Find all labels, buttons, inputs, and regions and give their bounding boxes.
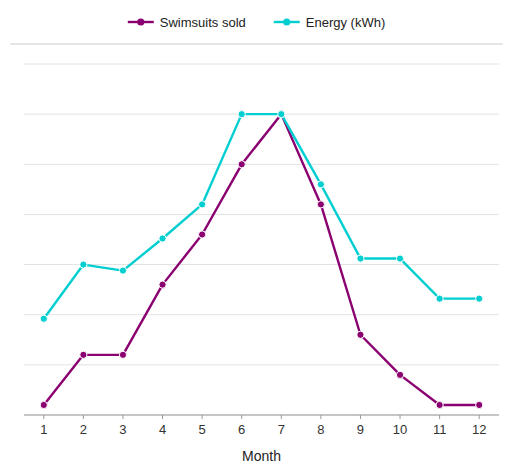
- x-tick: [281, 415, 282, 419]
- point: [159, 281, 166, 288]
- point: [476, 401, 483, 408]
- x-tick-label: 6: [238, 422, 245, 437]
- legend-separator: [10, 44, 502, 45]
- point: [317, 181, 324, 188]
- point: [476, 295, 483, 302]
- point: [238, 111, 245, 118]
- point: [80, 261, 87, 268]
- x-tick: [479, 415, 480, 419]
- point: [238, 161, 245, 168]
- grid-line: [24, 314, 499, 315]
- grid-line: [24, 214, 499, 215]
- legend-label: Energy (kWh): [306, 15, 385, 30]
- x-tick-label: 5: [199, 422, 206, 437]
- x-tick: [83, 415, 84, 419]
- x-tick-label: 10: [393, 422, 407, 437]
- point: [357, 331, 364, 338]
- legend: Swimsuits sold Energy (kWh): [128, 15, 385, 30]
- point: [159, 235, 166, 242]
- x-tick-label: 12: [472, 422, 486, 437]
- point: [317, 201, 324, 208]
- x-tick: [43, 415, 44, 419]
- x-tick-label: 1: [40, 422, 47, 437]
- x-tick-label: 11: [433, 422, 447, 437]
- grid-line: [24, 415, 499, 416]
- point: [278, 111, 285, 118]
- point: [278, 111, 285, 118]
- legend-marker: [137, 18, 144, 25]
- x-tick: [162, 415, 163, 419]
- point: [396, 371, 403, 378]
- grid-line: [24, 64, 499, 65]
- point: [436, 295, 443, 302]
- grid-line: [24, 164, 499, 165]
- x-tick-label: 8: [317, 422, 324, 437]
- point: [199, 201, 206, 208]
- point: [436, 401, 443, 408]
- point: [119, 351, 126, 358]
- grid: [24, 64, 499, 415]
- point: [357, 255, 364, 262]
- x-tick: [320, 415, 321, 419]
- plot-area: [40, 111, 483, 409]
- point: [40, 315, 47, 322]
- x-tick: [439, 415, 440, 419]
- x-tick: [360, 415, 361, 419]
- x-tick-label: 9: [357, 422, 364, 437]
- grid-line: [24, 264, 499, 265]
- series-line: [44, 114, 479, 319]
- x-axis-line: [24, 415, 499, 416]
- x-tick-label: 2: [80, 422, 87, 437]
- legend-marker: [283, 18, 290, 25]
- point: [40, 401, 47, 408]
- x-axis-label: Month: [242, 448, 281, 464]
- point: [199, 231, 206, 238]
- point: [119, 267, 126, 274]
- x-tick: [241, 415, 242, 419]
- x-tick-label: 3: [119, 422, 126, 437]
- x-tick-label: 4: [159, 422, 166, 437]
- point: [80, 351, 87, 358]
- point: [396, 255, 403, 262]
- series-line: [44, 114, 479, 405]
- x-tick: [122, 415, 123, 419]
- legend-item: Energy (kWh): [274, 15, 385, 30]
- x-tick: [400, 415, 401, 419]
- legend-label: Swimsuits sold: [160, 15, 246, 30]
- legend-item: Swimsuits sold: [128, 15, 246, 30]
- grid-line: [24, 364, 499, 365]
- x-tick: [202, 415, 203, 419]
- chart: 123456789101112MonthSwimsuits soldEnergy…: [0, 0, 513, 475]
- x-tick-label: 7: [278, 422, 285, 437]
